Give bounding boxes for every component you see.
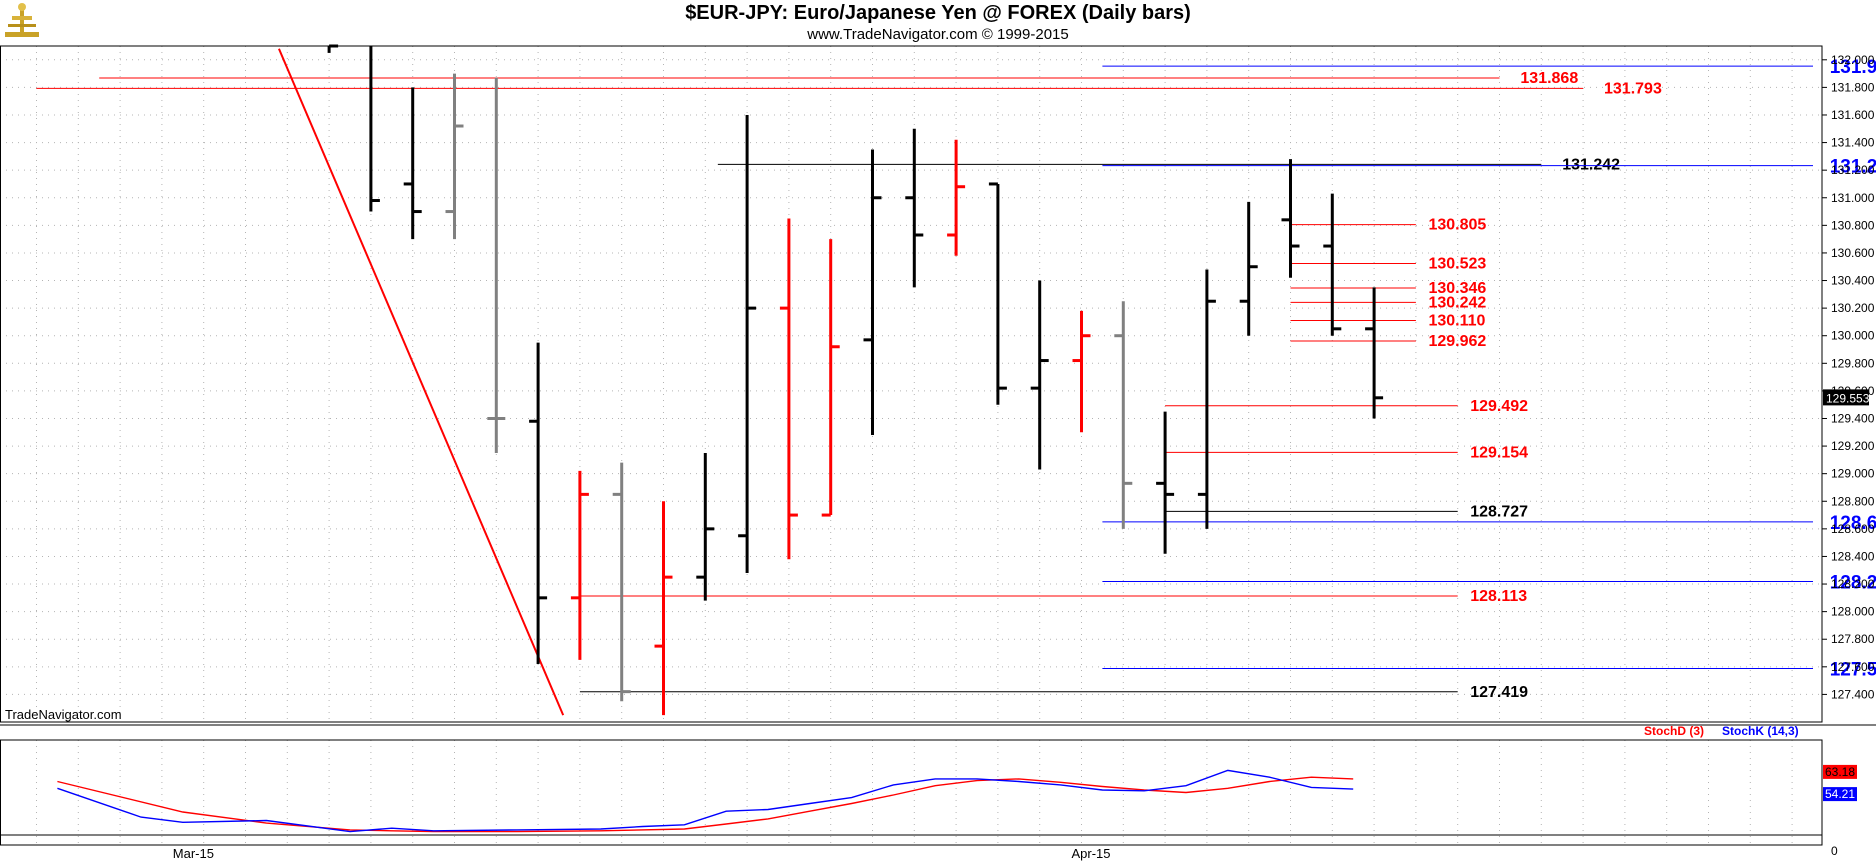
level-label: 131.233 xyxy=(1830,157,1876,178)
y-tick-label: 128.400 xyxy=(1831,549,1875,563)
ohlc-bar xyxy=(612,462,631,702)
ohlc-bar xyxy=(369,46,380,212)
price-axis: 132.000 131.800 131.600 131.400 131.200 131.0… xyxy=(1822,53,1875,701)
level-label: 128.113 xyxy=(1470,588,1527,605)
ohlc-bar xyxy=(1114,301,1133,529)
y-tick-label: 131.600 xyxy=(1831,108,1875,122)
y-tick-label: 128.000 xyxy=(1831,605,1875,619)
ohlc-bar xyxy=(445,73,464,240)
ohlc-bar xyxy=(654,501,673,716)
ohlc-bar xyxy=(1323,193,1342,336)
stoch-line xyxy=(57,769,1354,833)
level-label: 127.419 xyxy=(1470,684,1528,701)
y-tick-label: 131.800 xyxy=(1831,80,1875,94)
ohlc-bar xyxy=(779,218,798,560)
stoch-value-label: 63.18 xyxy=(1825,765,1855,779)
chart-frame: Mar-15 Apr-15 xyxy=(0,45,1876,861)
ohlc-bar xyxy=(487,77,506,453)
level-label: 127.588 xyxy=(1830,659,1876,680)
y-tick-label: 127.600 xyxy=(1831,660,1875,674)
level-label: 129.154 xyxy=(1470,444,1528,461)
y-tick-label: 128.800 xyxy=(1831,494,1875,508)
chart-title: $EUR-JPY: Euro/Japanese Yen @ FOREX (Dai… xyxy=(685,2,1191,24)
x-tick-label: Mar-15 xyxy=(173,846,214,861)
stoch-value-box xyxy=(1823,764,1857,779)
y-tick-label: 130.600 xyxy=(1831,246,1875,260)
ohlc-bar xyxy=(696,452,715,601)
main-pane-border xyxy=(0,45,1823,723)
ohlc-bar xyxy=(1239,201,1258,336)
y-tick-label: 129.800 xyxy=(1831,356,1875,370)
level-label: 130.523 xyxy=(1428,256,1486,273)
ohlc-bar xyxy=(821,239,840,517)
ohlc-bar xyxy=(1197,269,1216,529)
ohlc-bar xyxy=(1072,310,1091,433)
level-label: 130.346 xyxy=(1428,280,1486,297)
ohlc-bar xyxy=(947,139,966,256)
legend-entry: StochK (14,3) xyxy=(1722,724,1799,738)
y-tick-label: 130.200 xyxy=(1831,301,1875,315)
y-tick-label: 131.400 xyxy=(1831,136,1875,150)
y-tick-label: 132.000 xyxy=(1831,53,1875,67)
y-tick-label: 130.400 xyxy=(1831,274,1875,288)
stoch-value-box xyxy=(1823,787,1857,802)
stoch-line xyxy=(57,776,1354,833)
level-label: 129.492 xyxy=(1470,398,1528,415)
level-label: 128.218 xyxy=(1830,573,1876,594)
ohlc-bar xyxy=(1281,159,1300,278)
y-tick-label: 130.000 xyxy=(1831,329,1875,343)
level-label: 130.805 xyxy=(1428,217,1486,234)
y-tick-label: 127.400 xyxy=(1831,687,1875,701)
y-tick-label: 129.400 xyxy=(1831,411,1875,425)
ohlc-bar xyxy=(529,342,548,665)
level-label: 131.954 xyxy=(1830,57,1876,78)
y-tick-label: 129.200 xyxy=(1831,439,1875,453)
y-tick-label: 131.000 xyxy=(1831,191,1875,205)
osc-pane-border xyxy=(0,739,1823,846)
chart-subtitle: www.TradeNavigator.com © 1999-2015 xyxy=(807,26,1069,43)
legend-entry: StochD (3) xyxy=(1644,724,1704,738)
level-label: 131.242 xyxy=(1562,156,1620,173)
stoch-value-label: 54.21 xyxy=(1825,787,1855,801)
ohlc-bar xyxy=(738,114,757,574)
ohlc-bar xyxy=(1156,411,1175,554)
y-tick-label: 129.000 xyxy=(1831,467,1875,481)
y-tick-label: 0 xyxy=(1831,844,1838,858)
trendline xyxy=(278,48,565,716)
y-tick-label: 127.800 xyxy=(1831,632,1875,646)
x-tick-label: Apr-15 xyxy=(1072,846,1111,861)
price-plot: 131.868 131.793 131.954 131.242 131.233 130.8… xyxy=(36,44,1876,716)
oscillator-plot: 63.18 54.21 StochD (3) StochK (14,3) 0 xyxy=(0,724,1857,858)
last-price-label: 129.553 xyxy=(1826,391,1870,405)
price-grid xyxy=(0,46,1822,845)
watermark: TradeNavigator.com xyxy=(5,707,122,722)
ohlc-bar xyxy=(863,149,882,436)
last-price-box xyxy=(1823,389,1869,406)
ohlc-bar xyxy=(988,182,1007,405)
ohlc-bar xyxy=(570,470,589,660)
level-label: 131.793 xyxy=(1604,80,1662,97)
level-label: 129.962 xyxy=(1428,333,1486,350)
y-tick-label: 131.200 xyxy=(1831,163,1875,177)
logo-icon xyxy=(2,2,44,47)
ohlc-bar xyxy=(327,44,339,53)
level-label: 131.868 xyxy=(1520,70,1578,87)
level-label: 130.110 xyxy=(1428,313,1485,330)
level-label: 128.727 xyxy=(1470,503,1528,520)
y-tick-label: 128.200 xyxy=(1831,577,1875,591)
level-label: 130.242 xyxy=(1428,294,1486,311)
ohlc-bar xyxy=(1030,280,1049,470)
y-tick-label: 128.600 xyxy=(1831,522,1875,536)
level-label: 128.651 xyxy=(1830,513,1876,534)
ohlc-bar xyxy=(905,128,924,288)
ohlc-bar xyxy=(1365,287,1384,419)
y-tick-label: 130.800 xyxy=(1831,218,1875,232)
ohlc-bar xyxy=(403,87,422,240)
